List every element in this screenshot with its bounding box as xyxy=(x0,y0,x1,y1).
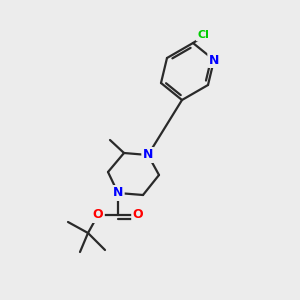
Text: O: O xyxy=(93,208,103,221)
Text: N: N xyxy=(209,53,219,67)
Text: N: N xyxy=(143,148,153,161)
Text: N: N xyxy=(113,187,123,200)
Text: O: O xyxy=(133,208,143,221)
Text: Cl: Cl xyxy=(197,30,209,40)
